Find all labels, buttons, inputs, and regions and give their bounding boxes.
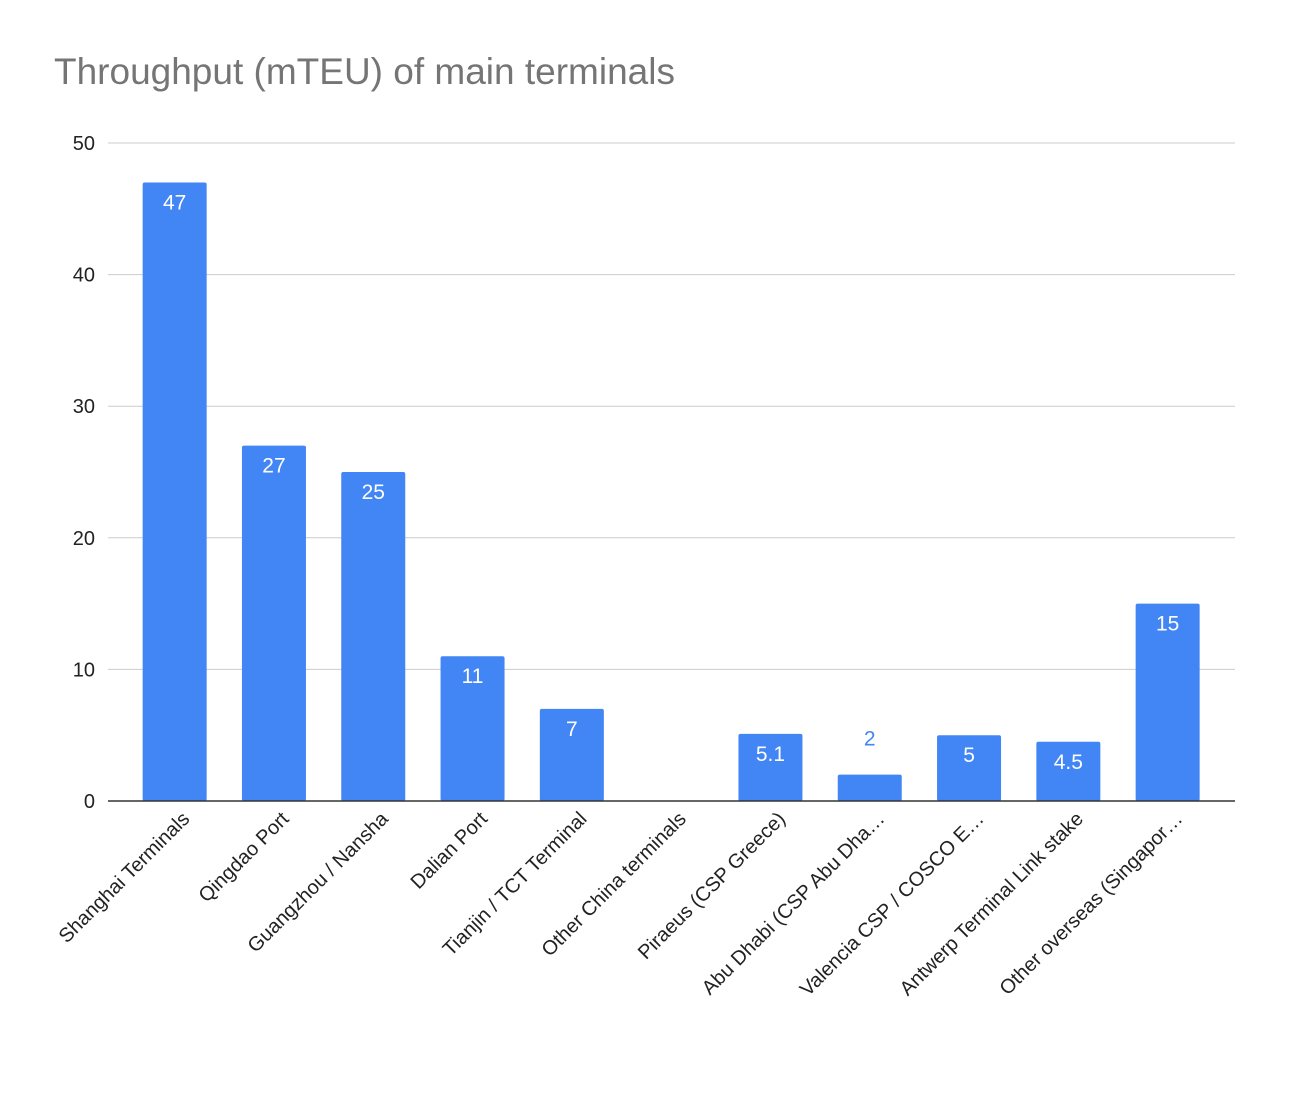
bar: [937, 735, 1002, 801]
data-label: 4.5: [1054, 751, 1083, 774]
bar: [1036, 741, 1101, 801]
y-tick-label: 20: [73, 528, 95, 550]
data-label: 15: [1156, 613, 1179, 636]
x-tick-label: Other overseas (Singapor…: [996, 808, 1188, 1000]
y-tick-label: 10: [73, 659, 95, 681]
data-label: 5.1: [756, 743, 785, 766]
bars: [142, 182, 1200, 802]
x-tick-label: Abu Dhabi (CSP Abu Dha…: [698, 808, 889, 999]
data-label: 2: [864, 728, 876, 751]
bar: [341, 472, 406, 801]
bar: [241, 445, 306, 801]
bar: [142, 182, 207, 802]
y-tick-label: 50: [73, 133, 95, 155]
bar: [738, 733, 803, 801]
data-label: 5: [963, 744, 975, 767]
x-axis-ticks: Shanghai Terminals Qingdao PortGuangzhou …: [55, 807, 1188, 1000]
data-label: 11: [462, 665, 484, 688]
y-tick-label: 40: [73, 265, 95, 287]
x-tick-label: Dalian Port: [407, 808, 493, 894]
data-label: 27: [262, 455, 285, 478]
y-tick-label: 30: [73, 396, 95, 418]
x-tick-label: Qingdao Port: [195, 808, 294, 907]
bar: [539, 708, 604, 801]
data-label: 7: [566, 718, 578, 741]
bar: [837, 774, 902, 801]
y-axis-ticks: 0 10 20 30 40 50: [73, 133, 95, 813]
x-tick-label: Antwerp Terminal Link stake: [896, 808, 1088, 1000]
bar: [440, 656, 505, 801]
data-label: 25: [362, 481, 385, 504]
bar: [1135, 603, 1200, 801]
x-tick-label: Valencia CSP / COSCO E…: [796, 808, 989, 1001]
x-tick-label: Shanghai Terminals: [55, 808, 195, 948]
data-label: 47: [163, 191, 186, 214]
y-tick-label: 0: [84, 791, 95, 813]
chart-title: Throughput (mTEU) of main terminals: [54, 51, 675, 92]
